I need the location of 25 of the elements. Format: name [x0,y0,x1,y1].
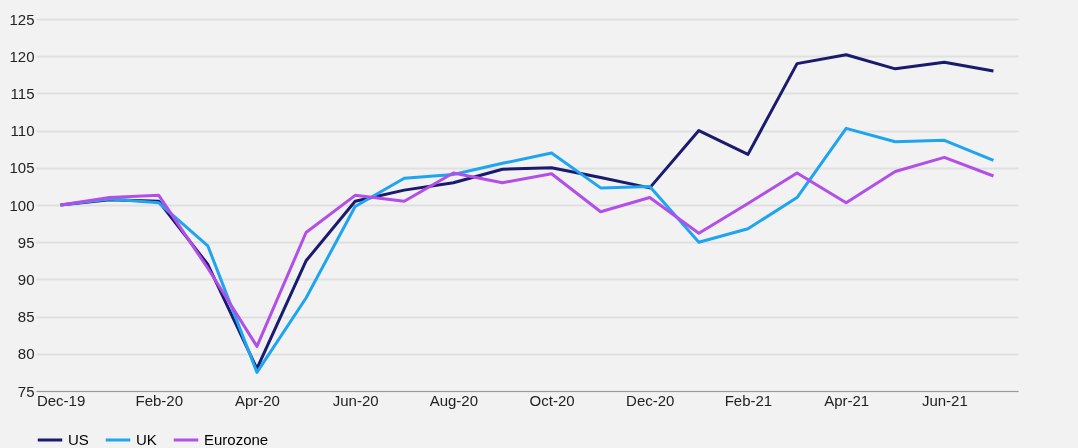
x-tick-label: Oct-20 [529,391,575,409]
x-tick-label: Dec-19 [36,391,86,409]
legend-label: UK [136,431,157,448]
y-tick-label: 105 [9,159,35,177]
y-tick-label: 90 [17,270,35,288]
legend-label: Eurozone [204,431,269,448]
y-tick-label: 80 [17,345,35,363]
y-tick-label: 100 [9,196,35,214]
x-tick-label: Feb-20 [135,391,184,409]
legend-label: US [68,431,89,448]
x-tick-label: Dec-20 [626,391,675,409]
y-tick-label: 95 [17,233,35,251]
x-tick-label: Jun-20 [332,391,379,409]
x-tick-label: Apr-20 [234,391,280,409]
y-tick-label: 115 [10,84,35,102]
y-tick-label: 120 [9,47,35,65]
y-tick-label: 125 [9,10,35,28]
x-tick-label: Aug-20 [429,391,479,409]
y-tick-label: 85 [17,308,35,326]
line-series [59,155,995,348]
y-tick-label: 75 [17,382,35,400]
x-tick-label: Apr-21 [824,391,870,409]
y-tick-label: 110 [10,122,35,140]
x-tick-label: Jun-21 [921,391,968,409]
x-tick-label: Feb-21 [724,391,773,409]
